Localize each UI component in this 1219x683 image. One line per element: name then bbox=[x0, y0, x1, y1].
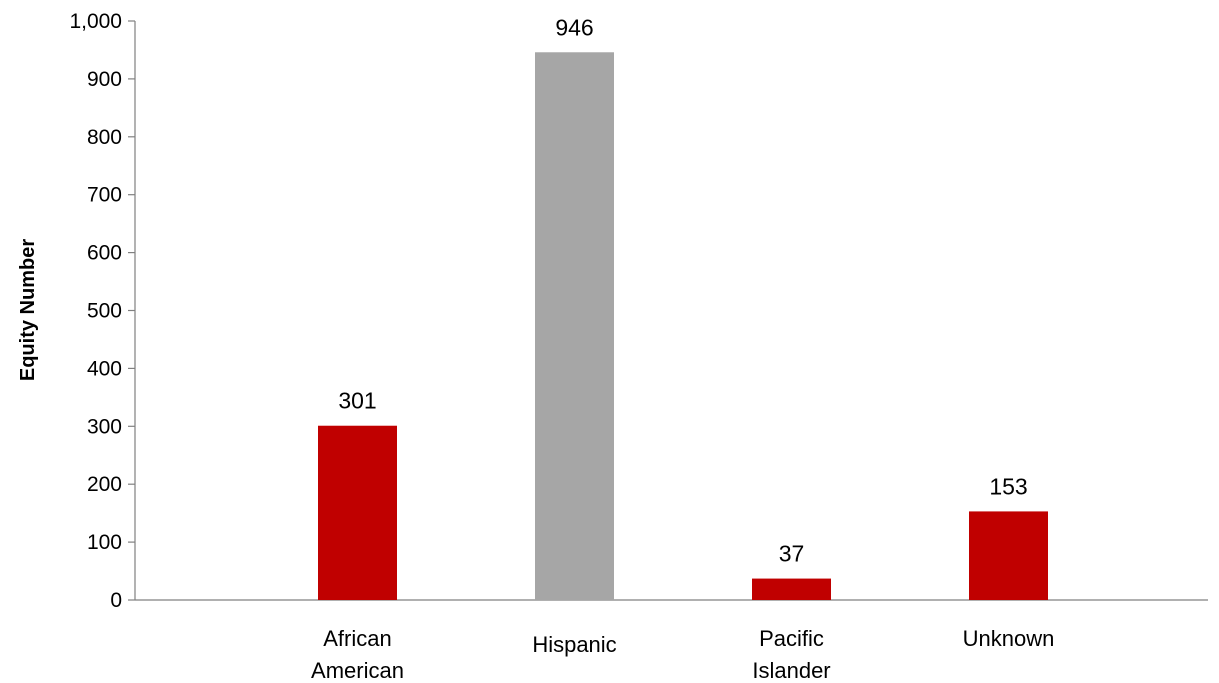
y-tick-label: 100 bbox=[87, 531, 122, 554]
data-label: 301 bbox=[338, 388, 376, 414]
data-label: 37 bbox=[779, 541, 805, 567]
category-label: Unknown bbox=[963, 626, 1055, 651]
bar bbox=[535, 52, 614, 601]
bar bbox=[752, 578, 831, 600]
y-tick-label: 800 bbox=[87, 126, 122, 149]
data-label: 946 bbox=[555, 14, 593, 40]
data-label: 153 bbox=[989, 473, 1027, 499]
bar bbox=[318, 425, 397, 600]
data-labels: 301 946 37 153 bbox=[338, 14, 1027, 566]
y-axis: 0 100 200 300 400 500 600 700 800 900 1,000 bbox=[69, 10, 136, 612]
category-label-line: American bbox=[311, 658, 404, 683]
y-tick-label: 500 bbox=[87, 300, 122, 323]
y-tick-label: 700 bbox=[87, 184, 122, 207]
y-tick-label: 1,000 bbox=[69, 10, 122, 33]
category-label-line: Pacific bbox=[759, 626, 824, 651]
y-tick-label: 0 bbox=[110, 589, 122, 612]
y-axis-title: Equity Number bbox=[17, 239, 39, 381]
y-tick-label: 600 bbox=[87, 242, 122, 265]
category-label: Hispanic bbox=[532, 632, 616, 657]
category-label-line: Islander bbox=[752, 658, 830, 683]
category-label: Pacific Islander bbox=[752, 626, 830, 683]
bar bbox=[969, 511, 1048, 600]
category-label: African American bbox=[311, 626, 404, 683]
y-tick-label: 400 bbox=[87, 357, 122, 380]
category-label-line: Unknown bbox=[963, 626, 1055, 651]
y-tick-label: 200 bbox=[87, 473, 122, 496]
y-tick-label: 900 bbox=[87, 68, 122, 91]
category-label-line: African bbox=[323, 626, 391, 651]
bars bbox=[318, 52, 1048, 601]
y-tick-label: 300 bbox=[87, 415, 122, 438]
category-label-line: Hispanic bbox=[532, 632, 616, 657]
category-labels: African American Hispanic Pacific Islander Un… bbox=[311, 626, 1054, 683]
